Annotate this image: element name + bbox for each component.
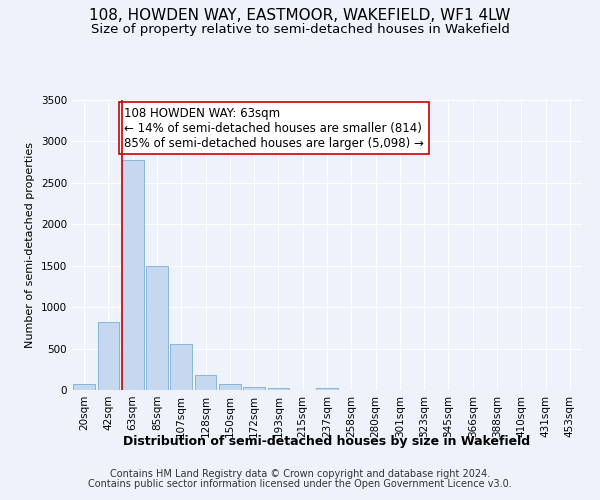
Text: Size of property relative to semi-detached houses in Wakefield: Size of property relative to semi-detach…	[91, 22, 509, 36]
Bar	[97, 322, 119, 390]
Text: 108, HOWDEN WAY, EASTMOOR, WAKEFIELD, WF1 4LW: 108, HOWDEN WAY, EASTMOOR, WAKEFIELD, WF…	[89, 8, 511, 22]
Text: Contains HM Land Registry data © Crown copyright and database right 2024.: Contains HM Land Registry data © Crown c…	[110, 469, 490, 479]
Bar	[122, 160, 143, 390]
Bar	[194, 374, 217, 390]
Text: Distribution of semi-detached houses by size in Wakefield: Distribution of semi-detached houses by …	[124, 435, 530, 448]
Bar	[219, 384, 241, 390]
Text: Contains public sector information licensed under the Open Government Licence v3: Contains public sector information licen…	[88, 479, 512, 489]
Bar	[243, 386, 265, 390]
Text: 108 HOWDEN WAY: 63sqm
← 14% of semi-detached houses are smaller (814)
85% of sem: 108 HOWDEN WAY: 63sqm ← 14% of semi-deta…	[124, 106, 424, 150]
Bar	[73, 384, 95, 390]
Y-axis label: Number of semi-detached properties: Number of semi-detached properties	[25, 142, 35, 348]
Bar	[146, 266, 168, 390]
Bar	[170, 344, 192, 390]
Bar	[268, 388, 289, 390]
Bar	[316, 388, 338, 390]
